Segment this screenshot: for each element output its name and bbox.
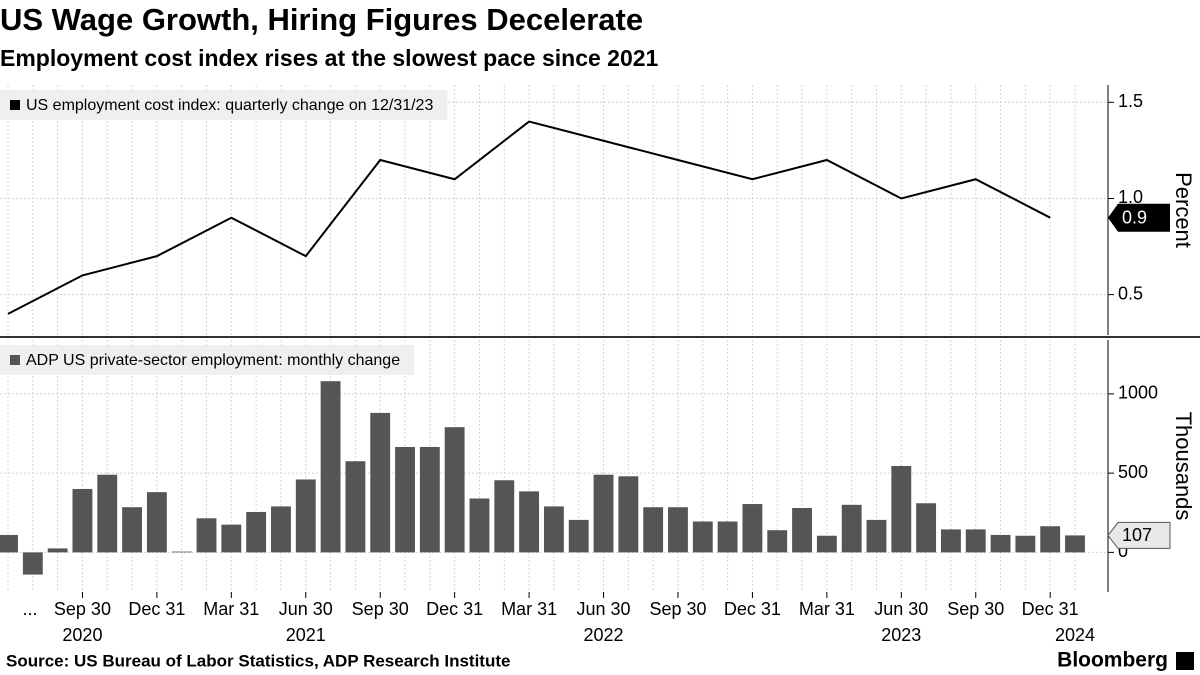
callout xyxy=(1107,521,1171,549)
y-tick-label: 0.5 xyxy=(1118,283,1143,303)
bar xyxy=(767,530,788,553)
bar xyxy=(494,480,515,553)
bar xyxy=(990,534,1011,553)
bar xyxy=(519,491,540,553)
x-tick-label: Dec 31 xyxy=(1022,599,1079,619)
legend-label: US employment cost index: quarterly chan… xyxy=(26,97,433,114)
x-tick-label: Sep 30 xyxy=(649,599,706,619)
bar xyxy=(618,476,639,553)
bar xyxy=(816,535,837,553)
x-tick-label: Dec 31 xyxy=(426,599,483,619)
legend-swatch xyxy=(10,100,20,110)
axis-label: Percent xyxy=(1171,172,1196,248)
bar xyxy=(1040,526,1061,553)
bar xyxy=(22,552,43,575)
x-year-label: 2021 xyxy=(286,625,326,645)
bar xyxy=(841,504,862,553)
x-year-label: 2024 xyxy=(1055,625,1095,645)
bar xyxy=(395,446,415,553)
bar xyxy=(568,519,589,553)
bar xyxy=(1015,535,1036,553)
bar xyxy=(72,488,93,553)
line xyxy=(7,120,1051,315)
bar xyxy=(643,507,664,553)
bar xyxy=(792,508,812,553)
x-tick-label: Jun 30 xyxy=(577,599,631,619)
bar xyxy=(122,507,142,553)
bar xyxy=(370,412,391,553)
x-tick-label: Sep 30 xyxy=(54,599,111,619)
bar xyxy=(271,506,291,553)
bar xyxy=(444,427,465,553)
bar xyxy=(0,534,18,553)
bar xyxy=(717,521,738,553)
bar xyxy=(742,504,763,553)
bar xyxy=(345,461,366,553)
bar xyxy=(668,507,688,553)
axis-label: Thousands xyxy=(1171,412,1196,521)
bar xyxy=(941,529,961,553)
x-tick-label: Mar 31 xyxy=(203,599,259,619)
x-tick-label: Sep 30 xyxy=(352,599,409,619)
bar xyxy=(1065,535,1085,553)
x-tick-label: Mar 31 xyxy=(799,599,855,619)
y-tick-label: 1.5 xyxy=(1118,91,1143,111)
bar xyxy=(320,381,341,553)
x-tick-label: Mar 31 xyxy=(501,599,557,619)
x-prefix: ... xyxy=(22,599,37,619)
x-tick-label: Dec 31 xyxy=(128,599,185,619)
legend-box xyxy=(0,90,448,120)
brand-icon xyxy=(1176,652,1194,670)
x-year-label: 2022 xyxy=(584,625,624,645)
bar xyxy=(196,518,217,553)
x-tick-label: Jun 30 xyxy=(874,599,928,619)
bar xyxy=(469,498,490,553)
x-tick-label: Dec 31 xyxy=(724,599,781,619)
x-year-label: 2020 xyxy=(62,625,102,645)
y-tick-label: 0 xyxy=(1118,541,1128,561)
bar xyxy=(295,479,316,553)
x-tick-label: Jun 30 xyxy=(279,599,333,619)
bar xyxy=(593,474,614,553)
legend-swatch xyxy=(10,355,20,365)
y-tick-label: 500 xyxy=(1118,462,1148,482)
callout xyxy=(1108,203,1170,232)
bar xyxy=(692,521,713,553)
bar xyxy=(97,474,118,553)
bar xyxy=(246,511,267,553)
x-tick-label: Sep 30 xyxy=(947,599,1004,619)
callout-label: 107 xyxy=(1122,525,1152,545)
chart-subtitle: Employment cost index rises at the slowe… xyxy=(0,45,659,71)
bar xyxy=(916,503,937,553)
legend-label: ADP US private-sector employment: monthl… xyxy=(26,352,400,369)
legend-box xyxy=(0,345,415,375)
bar xyxy=(866,519,887,553)
bar xyxy=(419,446,440,553)
bar xyxy=(171,551,192,553)
bar xyxy=(965,529,986,553)
bar xyxy=(891,466,912,553)
bar xyxy=(146,492,167,553)
brand: Bloomberg xyxy=(1057,649,1168,672)
bar xyxy=(543,506,564,553)
bar xyxy=(221,524,242,553)
bar xyxy=(47,548,68,553)
x-year-label: 2023 xyxy=(881,625,921,645)
y-tick-label: 1000 xyxy=(1118,383,1158,403)
source: Source: US Bureau of Labor Statistics, A… xyxy=(6,651,510,670)
y-tick-label: 1.0 xyxy=(1118,187,1143,207)
callout-label: 0.9 xyxy=(1122,207,1147,227)
chart-title: US Wage Growth, Hiring Figures Decelerat… xyxy=(0,2,643,37)
